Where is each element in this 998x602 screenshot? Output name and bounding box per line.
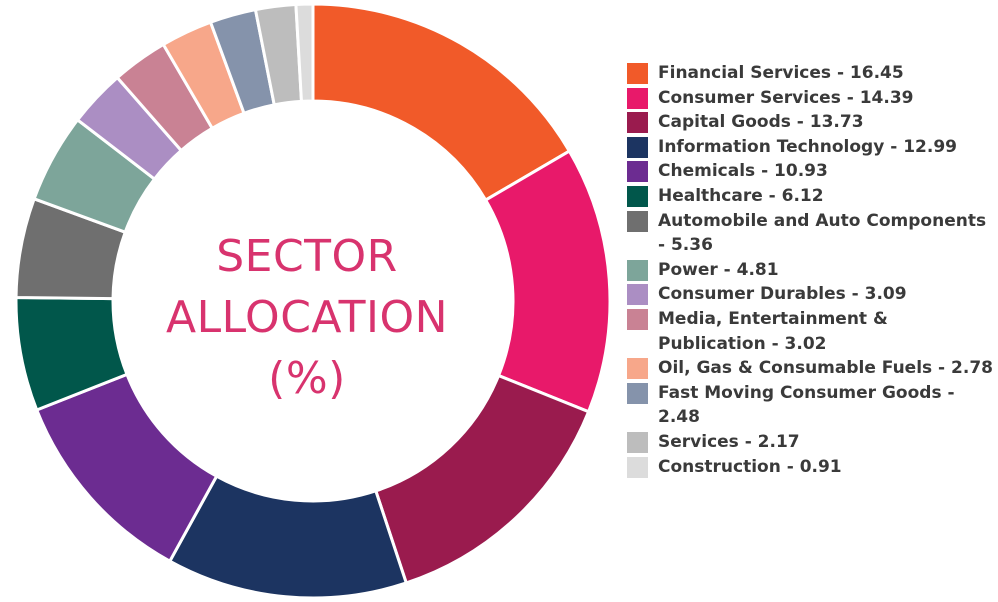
legend-swatch <box>627 112 648 134</box>
legend-swatch <box>627 284 648 306</box>
legend-item: Chemicals - 10.93 <box>627 159 995 184</box>
legend-label: Healthcare - 6.12 <box>658 185 824 206</box>
legend-item: Construction - 0.91 <box>627 455 995 480</box>
legend-item: Information Technology - 12.99 <box>627 135 995 160</box>
legend-swatch <box>627 456 648 478</box>
legend-item: Capital Goods - 13.73 <box>627 110 995 135</box>
legend-swatch <box>627 63 648 84</box>
legend-swatch <box>627 136 648 158</box>
chart-title: SECTOR ALLOCATION (%) <box>152 226 462 409</box>
legend-item: Fast Moving Consumer Goods - 2.48 <box>627 381 995 430</box>
legend-label: Power - 4.81 <box>658 259 779 280</box>
legend-item: Consumer Services - 14.39 <box>627 86 995 111</box>
legend-label: Construction - 0.91 <box>658 456 842 477</box>
legend-swatch <box>627 185 648 207</box>
legend-label: Media, Entertainment & Publication - 3.0… <box>658 308 888 354</box>
legend-swatch <box>627 431 648 453</box>
chart-title-line: SECTOR <box>216 231 398 282</box>
legend-label: Automobile and Auto Components - 5.36 <box>658 210 987 256</box>
legend-swatch <box>627 382 648 404</box>
legend-label: Chemicals - 10.93 <box>658 161 828 182</box>
legend-label: Consumer Durables - 3.09 <box>658 284 907 305</box>
legend-item: Financial Services - 16.45 <box>627 61 995 86</box>
legend-swatch <box>627 358 648 380</box>
chart-title-line: (%) <box>268 353 346 404</box>
legend-item: Power - 4.81 <box>627 258 995 283</box>
chart-title-line: ALLOCATION <box>166 292 448 343</box>
legend-swatch <box>627 87 648 109</box>
legend-swatch <box>627 259 648 281</box>
legend-item: Oil, Gas & Consumable Fuels - 2.78 <box>627 356 995 381</box>
legend-item: Automobile and Auto Components - 5.36 <box>627 209 995 258</box>
legend-item: Consumer Durables - 3.09 <box>627 282 995 307</box>
chart-legend: Financial Services - 16.45 Consumer Servi… <box>627 61 995 479</box>
legend-label: Financial Services - 16.45 <box>658 63 904 83</box>
donut-slice <box>311 2 572 203</box>
legend-label: Services - 2.17 <box>658 431 800 452</box>
legend-label: Fast Moving Consumer Goods - 2.48 <box>658 382 955 428</box>
legend-label: Consumer Services - 14.39 <box>658 87 914 108</box>
legend-item: Media, Entertainment & Publication - 3.0… <box>627 307 995 356</box>
donut-slice <box>294 2 315 103</box>
legend-label: Information Technology - 12.99 <box>658 136 957 157</box>
sector-allocation-donut <box>14 2 612 600</box>
legend-item: Healthcare - 6.12 <box>627 184 995 209</box>
legend-swatch <box>627 308 648 330</box>
legend-swatch <box>627 161 648 183</box>
legend-label: Capital Goods - 13.73 <box>658 112 864 133</box>
donut-slice <box>483 149 612 414</box>
legend-item: Services - 2.17 <box>627 430 995 455</box>
legend-swatch <box>627 210 648 232</box>
legend-label: Oil, Gas & Consumable Fuels - 2.78 <box>658 358 993 379</box>
